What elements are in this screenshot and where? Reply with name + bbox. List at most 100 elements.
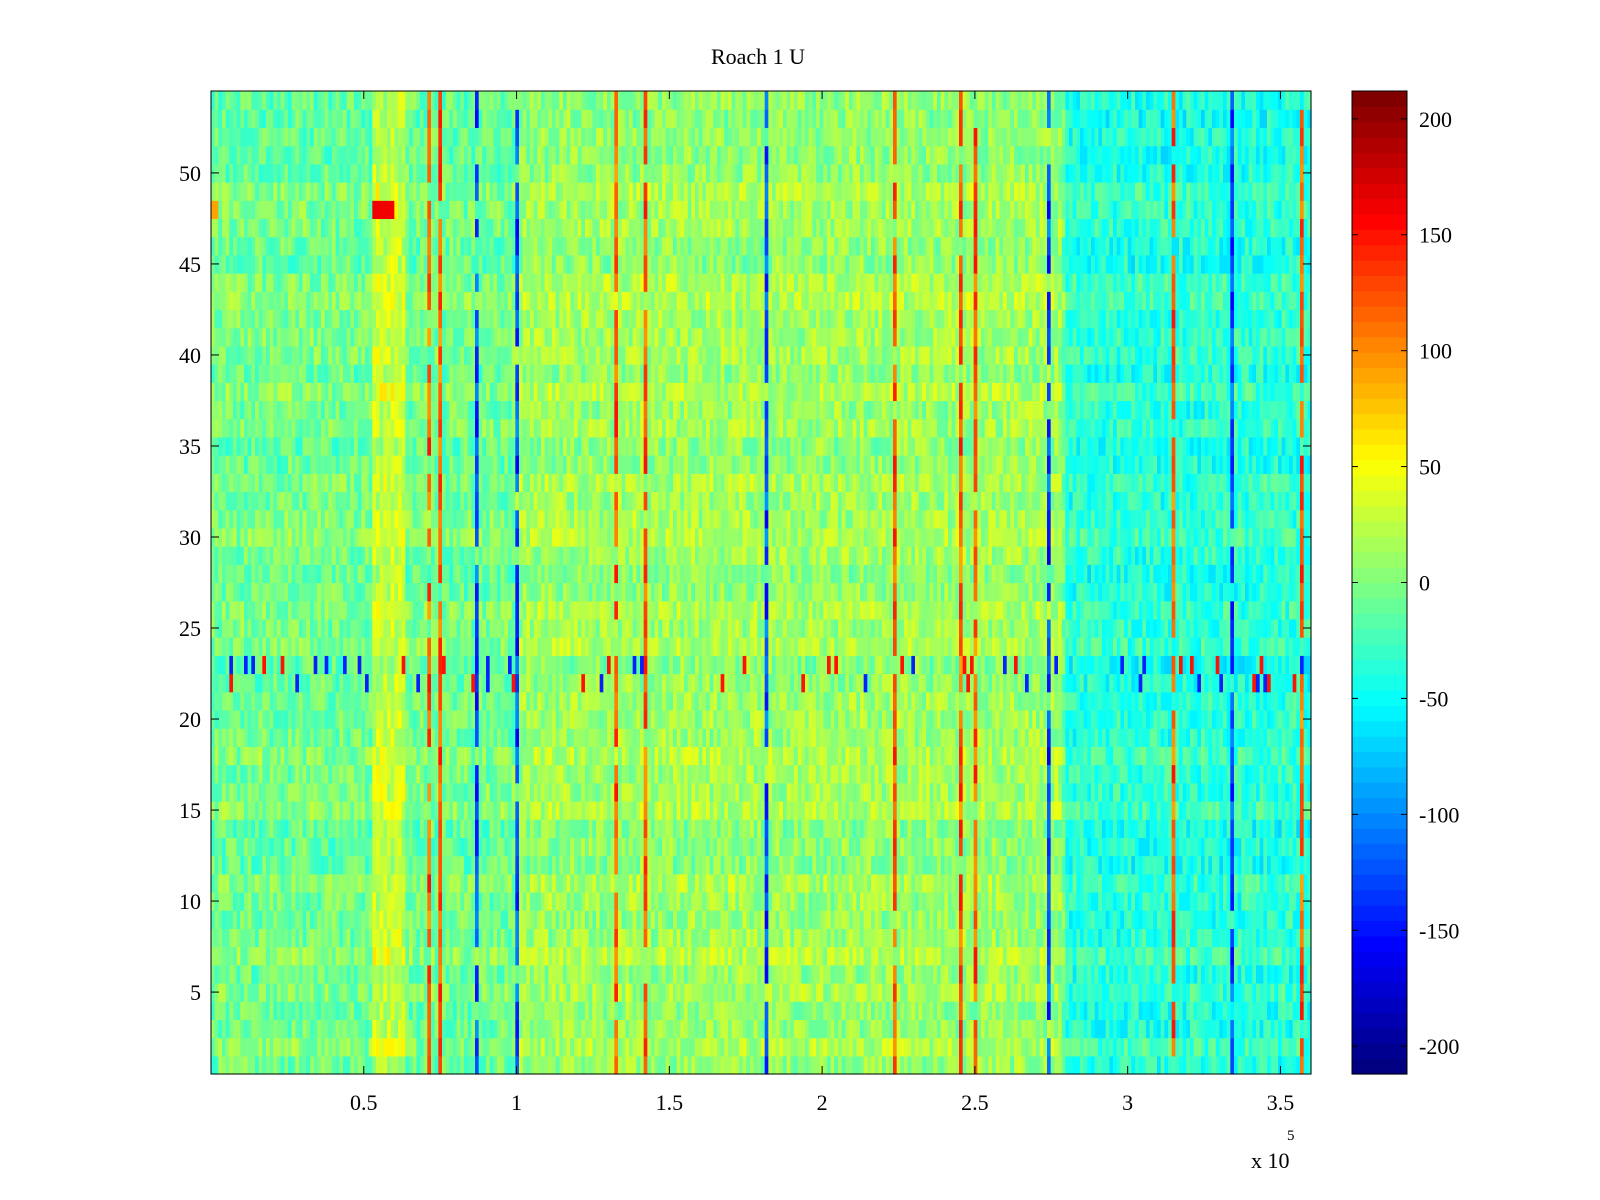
heatmap-cell [1003,910,1008,929]
heatmap-cell [709,873,714,893]
heatmap-cell [676,910,681,929]
heatmap-cell [431,946,436,966]
heatmap-cell [401,946,406,966]
heatmap-cell [1054,873,1059,893]
heatmap-cell [812,837,817,857]
heatmap-cell [904,964,909,984]
heatmap-cell [647,1001,652,1020]
heatmap-cell [262,964,267,984]
heatmap-cell [918,946,923,966]
heatmap-cell [786,855,791,875]
heatmap-cell [266,764,271,784]
heatmap-cell [1256,946,1261,966]
heatmap-cell [995,819,1000,838]
heatmap-cell [907,946,912,966]
heatmap-cell [372,928,377,948]
heatmap-cell [497,1019,502,1039]
heatmap-cell [999,782,1004,802]
heatmap-cell [933,928,938,948]
heatmap-cell [544,891,549,911]
heatmap-cell [497,964,502,984]
heatmap-cell [233,1055,238,1075]
heatmap-cell [1142,837,1147,857]
heatmap-cell [401,764,406,784]
heatmap-cell [731,891,736,911]
heatmap-cell [423,1001,428,1020]
heatmap-cell [673,764,678,784]
heatmap-cell [1054,891,1059,911]
heatmap-cell [365,1001,370,1020]
heatmap-cell [599,1037,604,1057]
heatmap-cell [621,1001,626,1020]
heatmap-cell [1120,1019,1125,1039]
heatmap-cell [299,964,304,984]
heatmap-cell [453,964,458,984]
heatmap-cell [1274,1001,1279,1020]
heatmap-cell [1267,1037,1272,1057]
heatmap-cell [794,764,799,784]
heatmap-cell [533,910,538,929]
heatmap-cell [537,837,542,857]
heatmap-cell [863,800,868,820]
heatmap-cell [1083,946,1088,966]
heatmap-cell [830,837,835,857]
heatmap-cell [812,964,817,984]
heatmap-cell [1171,819,1176,838]
heatmap-cell [1149,855,1154,875]
heatmap-cell [944,782,949,802]
heatmap-cell [306,819,311,838]
heatmap-cell [838,1001,843,1020]
heatmap-cell [456,1037,461,1057]
heatmap-cell [555,855,560,875]
heatmap-cell [940,782,945,802]
heatmap-cell [1083,1055,1088,1075]
heatmap-cell [361,855,366,875]
heatmap-cell [229,873,234,893]
heatmap-cell [1124,964,1129,984]
heatmap-cell [372,873,377,893]
heatmap-cell [1098,873,1103,893]
heatmap-cell [486,982,491,1002]
heatmap-cell [955,946,960,966]
heatmap-cell [544,764,549,784]
heatmap-cell [713,964,718,984]
heatmap-cell [1168,964,1173,984]
heatmap-cell [218,891,223,911]
heatmap-cell [482,910,487,929]
heatmap-cell [519,910,524,929]
heatmap-cell [731,1019,736,1039]
heatmap-cell [695,855,700,875]
heatmap-cell [284,782,289,802]
heatmap-cell [937,819,942,838]
heatmap-cell [548,764,553,784]
heatmap-cell [1094,928,1099,948]
heatmap-cell [486,873,491,893]
heatmap-cell [236,928,241,948]
heatmap-cell [486,964,491,984]
heatmap-cell [1069,873,1074,893]
heatmap-cell [687,910,692,929]
heatmap-cell [709,964,714,984]
heatmap-cell [357,1019,362,1039]
heatmap-cell [702,928,707,948]
heatmap-cell [662,1019,667,1039]
heatmap-cell [706,910,711,929]
heatmap-cell [643,837,648,857]
heatmap-cell [431,1037,436,1057]
heatmap-cell [827,855,832,875]
heatmap-cell [1215,1055,1220,1075]
heatmap-cell [742,837,747,857]
heatmap-cell [940,964,945,984]
heatmap-cell [746,891,751,911]
heatmap-cell [284,800,289,820]
heatmap-cell [676,964,681,984]
heatmap-cell [1065,1055,1070,1075]
heatmap-cell [1226,782,1231,802]
heatmap-cell [581,964,586,984]
heatmap-cell [574,873,579,893]
heatmap-cell [937,946,942,966]
heatmap-cell [834,782,839,802]
heatmap-cell [1241,910,1246,929]
heatmap-cell [1131,873,1136,893]
heatmap-cell [1076,1001,1081,1020]
